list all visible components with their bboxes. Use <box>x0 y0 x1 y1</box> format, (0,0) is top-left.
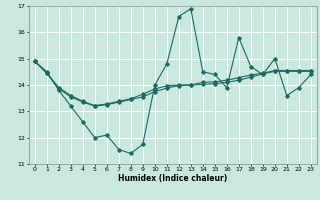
X-axis label: Humidex (Indice chaleur): Humidex (Indice chaleur) <box>118 174 228 183</box>
